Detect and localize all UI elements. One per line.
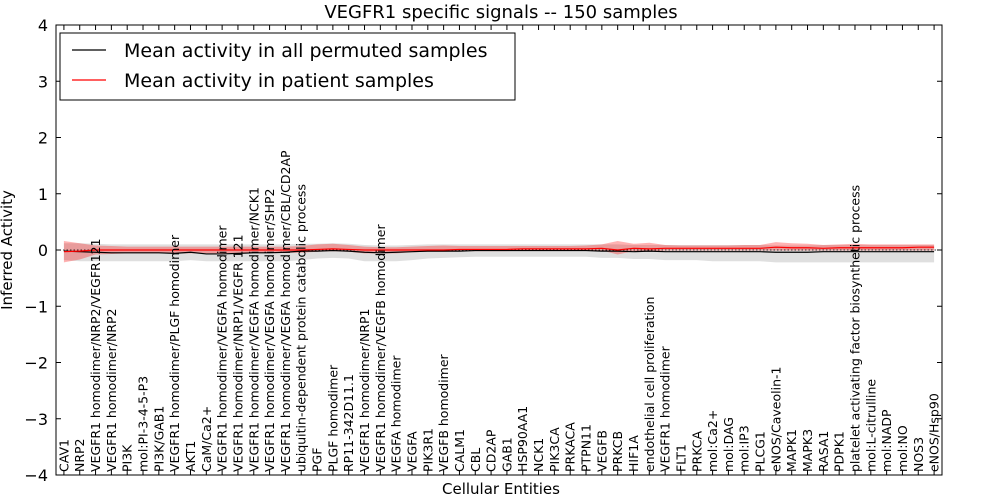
- y-axis-label: Inferred Activity: [0, 190, 16, 310]
- x-tick-label: VEGFR1 homodimer/NRP1/VEGFR 121: [230, 234, 245, 472]
- legend-frame: [59, 32, 516, 101]
- x-tick-label: PI3K/GAB1: [151, 406, 166, 472]
- x-tick-label: mol:NADP: [879, 409, 894, 472]
- x-tick-label: FLT1: [673, 444, 688, 472]
- x-tick-label: PLGF homodimer: [325, 364, 340, 472]
- line-patient-mean: [63, 246, 935, 253]
- x-tick-label: ubiquitin-dependent protein catabolic pr…: [294, 184, 309, 472]
- x-tick-label: mol:PI-3-4-5-P3: [136, 376, 151, 472]
- x-tick-label: VEGFR1 homodimer/NRP2: [104, 309, 119, 472]
- x-tick-label: RP11-342D11.1: [341, 374, 356, 472]
- band-patient: [63, 241, 935, 263]
- y-tick-label: −2: [24, 354, 48, 373]
- x-tick-label: mol:NO: [895, 425, 910, 472]
- x-tick-label: RASA1: [816, 431, 831, 472]
- x-tick-label: VEGFR1 homodimer/VEGFA homodimer: [215, 225, 230, 472]
- x-tick-label: mol:IP3: [737, 425, 752, 472]
- x-tick-label: VEGFA homodimer: [389, 355, 404, 472]
- x-tick-label: NOS3: [911, 437, 926, 472]
- x-tick-label: PRKCB: [610, 431, 625, 472]
- x-tick-label: CBL: [468, 448, 483, 472]
- x-tick-label: VEGFR1 homodimer/VEGFA homodimer/NCK1: [246, 187, 261, 472]
- x-tick-label: PDPK1: [832, 431, 847, 472]
- x-tick-label: CaM/Ca2+: [199, 406, 214, 472]
- x-tick-label: VEGFR1 homodimer/VEGFB homodimer: [373, 224, 388, 472]
- series-lines: [63, 246, 935, 255]
- y-tick-label: 3: [38, 72, 48, 91]
- x-tick-label: CALM1: [452, 429, 467, 472]
- x-tick-label: PRKCA: [689, 431, 704, 472]
- x-tick-label: VEGFR1 homodimer/PLGF homodimer: [167, 234, 182, 472]
- x-tick-label: VEGFB homodimer: [436, 353, 451, 472]
- x-tick-label: CAV1: [56, 439, 71, 472]
- x-tick-label: PLCG1: [753, 431, 768, 472]
- x-tick-label: NRP2: [72, 438, 87, 472]
- legend-label-patient: Mean activity in patient samples: [124, 70, 434, 92]
- legend-label-permuted: Mean activity in all permuted samples: [124, 40, 487, 62]
- x-tick-label: VEGFR1 homodimer/NRP1: [357, 309, 372, 472]
- x-tick-label: HSP90AA1: [515, 406, 530, 472]
- x-axis-label: Cellular Entities: [442, 480, 560, 498]
- x-tick-label: PGF: [310, 448, 325, 472]
- x-tick-label: VEGFR1 homodimer/VEGFA homodimer/SHP2: [262, 188, 277, 472]
- x-tick-label: HIF1A: [626, 435, 641, 472]
- x-tick-label: PIK3CA: [547, 427, 562, 472]
- x-tick-label: PI3K: [120, 444, 135, 472]
- legend: Mean activity in all permuted samples Me…: [59, 32, 516, 101]
- x-tick-labels: CAV1 NRP2 VEGFR1 homodimer/NRP2/VEGFR121 VE…: [56, 150, 941, 472]
- x-tick-label: endothelial cell proliferation: [642, 297, 657, 472]
- x-tick-label: eNOS/Caveolin-1: [768, 367, 783, 472]
- x-tick-label: VEGFR1 homodimer: [658, 345, 673, 472]
- x-tick-label: VEGFR1 homodimer/NRP2/VEGFR121: [88, 238, 103, 472]
- x-tick-label: CD2AP: [484, 429, 499, 472]
- x-tick-label: PTPN11: [579, 424, 594, 472]
- y-tick-label: −4: [24, 466, 48, 485]
- x-tick-label: eNOS/Hsp90: [927, 393, 942, 472]
- x-tick-label: AKT1: [183, 441, 198, 472]
- y-tick-label: 4: [38, 16, 48, 35]
- x-tick-label: mol:L-citrulline: [863, 379, 878, 472]
- x-tick-label: platelet activating factor biosynthetic …: [847, 185, 862, 472]
- y-tick-label: 2: [38, 129, 48, 148]
- y-tick-label: −3: [24, 410, 48, 429]
- x-tick-label: VEGFB: [594, 430, 609, 472]
- x-tick-label: GAB1: [499, 437, 514, 472]
- x-tick-label: VEGFR1 homodimer/VEGFA homodimer/CBL/CD2…: [278, 150, 293, 472]
- y-tick-label: 1: [38, 185, 48, 204]
- y-tick-label: 0: [38, 241, 48, 260]
- x-tick-label: mol:DAG: [721, 417, 736, 472]
- axes: −4 −3 −2 −1 0 1 2 3 4: [24, 16, 943, 485]
- x-tick-label: mol:Ca2+: [705, 410, 720, 472]
- x-tick-label: PRKACA: [563, 422, 578, 472]
- x-tick-label: MAPK3: [800, 429, 815, 472]
- line-permuted-mean: [63, 249, 935, 255]
- x-tick-label: PIK3R1: [420, 428, 435, 472]
- x-tick-label: VEGFA: [404, 431, 419, 472]
- x-tick-label: NCK1: [531, 438, 546, 472]
- chart-title: VEGFR1 specific signals -- 150 samples: [324, 2, 677, 23]
- x-tick-label: MAPK1: [784, 429, 799, 472]
- y-tick-label: −1: [24, 297, 48, 316]
